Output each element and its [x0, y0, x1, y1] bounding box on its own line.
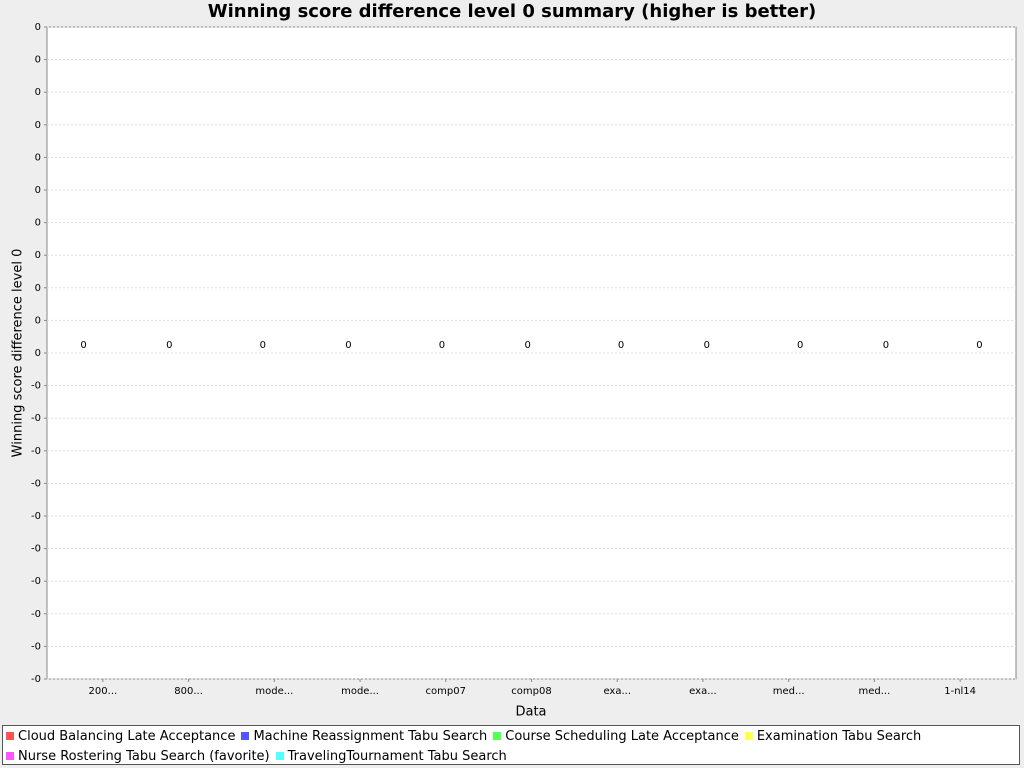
- chart-title: Winning score difference level 0 summary…: [208, 1, 816, 22]
- legend-item: Machine Reassignment Tabu Search: [241, 726, 487, 746]
- x-tick-label: 200...: [89, 686, 118, 697]
- legend-swatch: [493, 732, 502, 740]
- x-tick-label: med...: [859, 686, 891, 697]
- y-tick-label: -0: [31, 609, 41, 620]
- legend-swatch: [744, 732, 753, 740]
- x-tick-label: exa...: [689, 686, 717, 697]
- x-tick-label: exa...: [603, 686, 631, 697]
- legend-item: Nurse Rostering Tabu Search (favorite): [6, 746, 270, 766]
- y-tick-label: -0: [31, 576, 41, 587]
- y-tick-label: -0: [31, 413, 41, 424]
- x-axis-label: Data: [515, 705, 546, 720]
- legend-label: TravelingTournament Tabu Search: [287, 748, 507, 764]
- legend-label: Examination Tabu Search: [756, 728, 922, 744]
- y-tick-label: -0: [31, 544, 41, 555]
- y-tick-label: -0: [31, 381, 41, 392]
- x-tick-label: 1-nl14: [944, 686, 976, 697]
- value-label: 0: [797, 340, 803, 351]
- legend-label: Course Scheduling Late Acceptance: [505, 728, 739, 744]
- y-tick-label: 0: [35, 152, 41, 163]
- legend-swatch: [6, 752, 14, 760]
- value-label: 0: [618, 340, 624, 351]
- x-tick-label: mode...: [255, 686, 293, 697]
- y-tick-label: 0: [35, 185, 41, 196]
- legend-swatch: [275, 752, 284, 760]
- x-tick-label: comp07: [426, 686, 466, 697]
- y-tick-label: -0: [31, 478, 41, 489]
- y-axis-label: Winning score difference level 0: [11, 249, 26, 458]
- y-tick-label: 0: [35, 348, 41, 359]
- legend: Cloud Balancing Late Acceptance Machine R…: [2, 725, 1020, 765]
- y-tick-label: 0: [35, 87, 41, 98]
- y-tick-label: 0: [35, 218, 41, 229]
- value-label: 0: [439, 340, 445, 351]
- legend-item: Cloud Balancing Late Acceptance: [6, 726, 235, 746]
- value-label: 0: [976, 340, 982, 351]
- value-label: 0: [524, 340, 530, 351]
- x-tick-label: med...: [773, 686, 805, 697]
- value-label: 0: [883, 340, 889, 351]
- chart: Winning score difference level 0 summary…: [11, 1, 1017, 720]
- value-label: 0: [166, 340, 172, 351]
- x-tick-label: mode...: [341, 686, 379, 697]
- y-tick-label: 0: [35, 250, 41, 261]
- legend-label: Nurse Rostering Tabu Search (favorite): [18, 748, 270, 764]
- y-tick-label: -0: [31, 446, 41, 457]
- y-tick-label: -0: [31, 674, 41, 685]
- legend-item: TravelingTournament Tabu Search: [275, 746, 507, 766]
- y-tick-label: -0: [31, 641, 41, 652]
- y-tick-label: 0: [35, 120, 41, 131]
- y-tick-label: 0: [35, 315, 41, 326]
- y-tick-label: -0: [31, 511, 41, 522]
- legend-label: Machine Reassignment Tabu Search: [253, 728, 488, 744]
- x-tick-label: comp08: [511, 686, 551, 697]
- y-tick-label: 0: [35, 55, 41, 66]
- legend-item: Examination Tabu Search: [744, 726, 922, 746]
- value-label: 0: [704, 340, 710, 351]
- y-tick-label: 0: [35, 22, 41, 33]
- legend-item: Course Scheduling Late Acceptance: [493, 726, 739, 746]
- value-label: 0: [260, 340, 266, 351]
- value-label: 0: [80, 340, 86, 351]
- value-label: 0: [345, 340, 351, 351]
- legend-label: Cloud Balancing Late Acceptance: [18, 728, 236, 744]
- x-tick-label: 800...: [174, 686, 203, 697]
- legend-swatch: [6, 732, 14, 740]
- legend-swatch: [241, 732, 250, 740]
- y-tick-label: 0: [35, 283, 41, 294]
